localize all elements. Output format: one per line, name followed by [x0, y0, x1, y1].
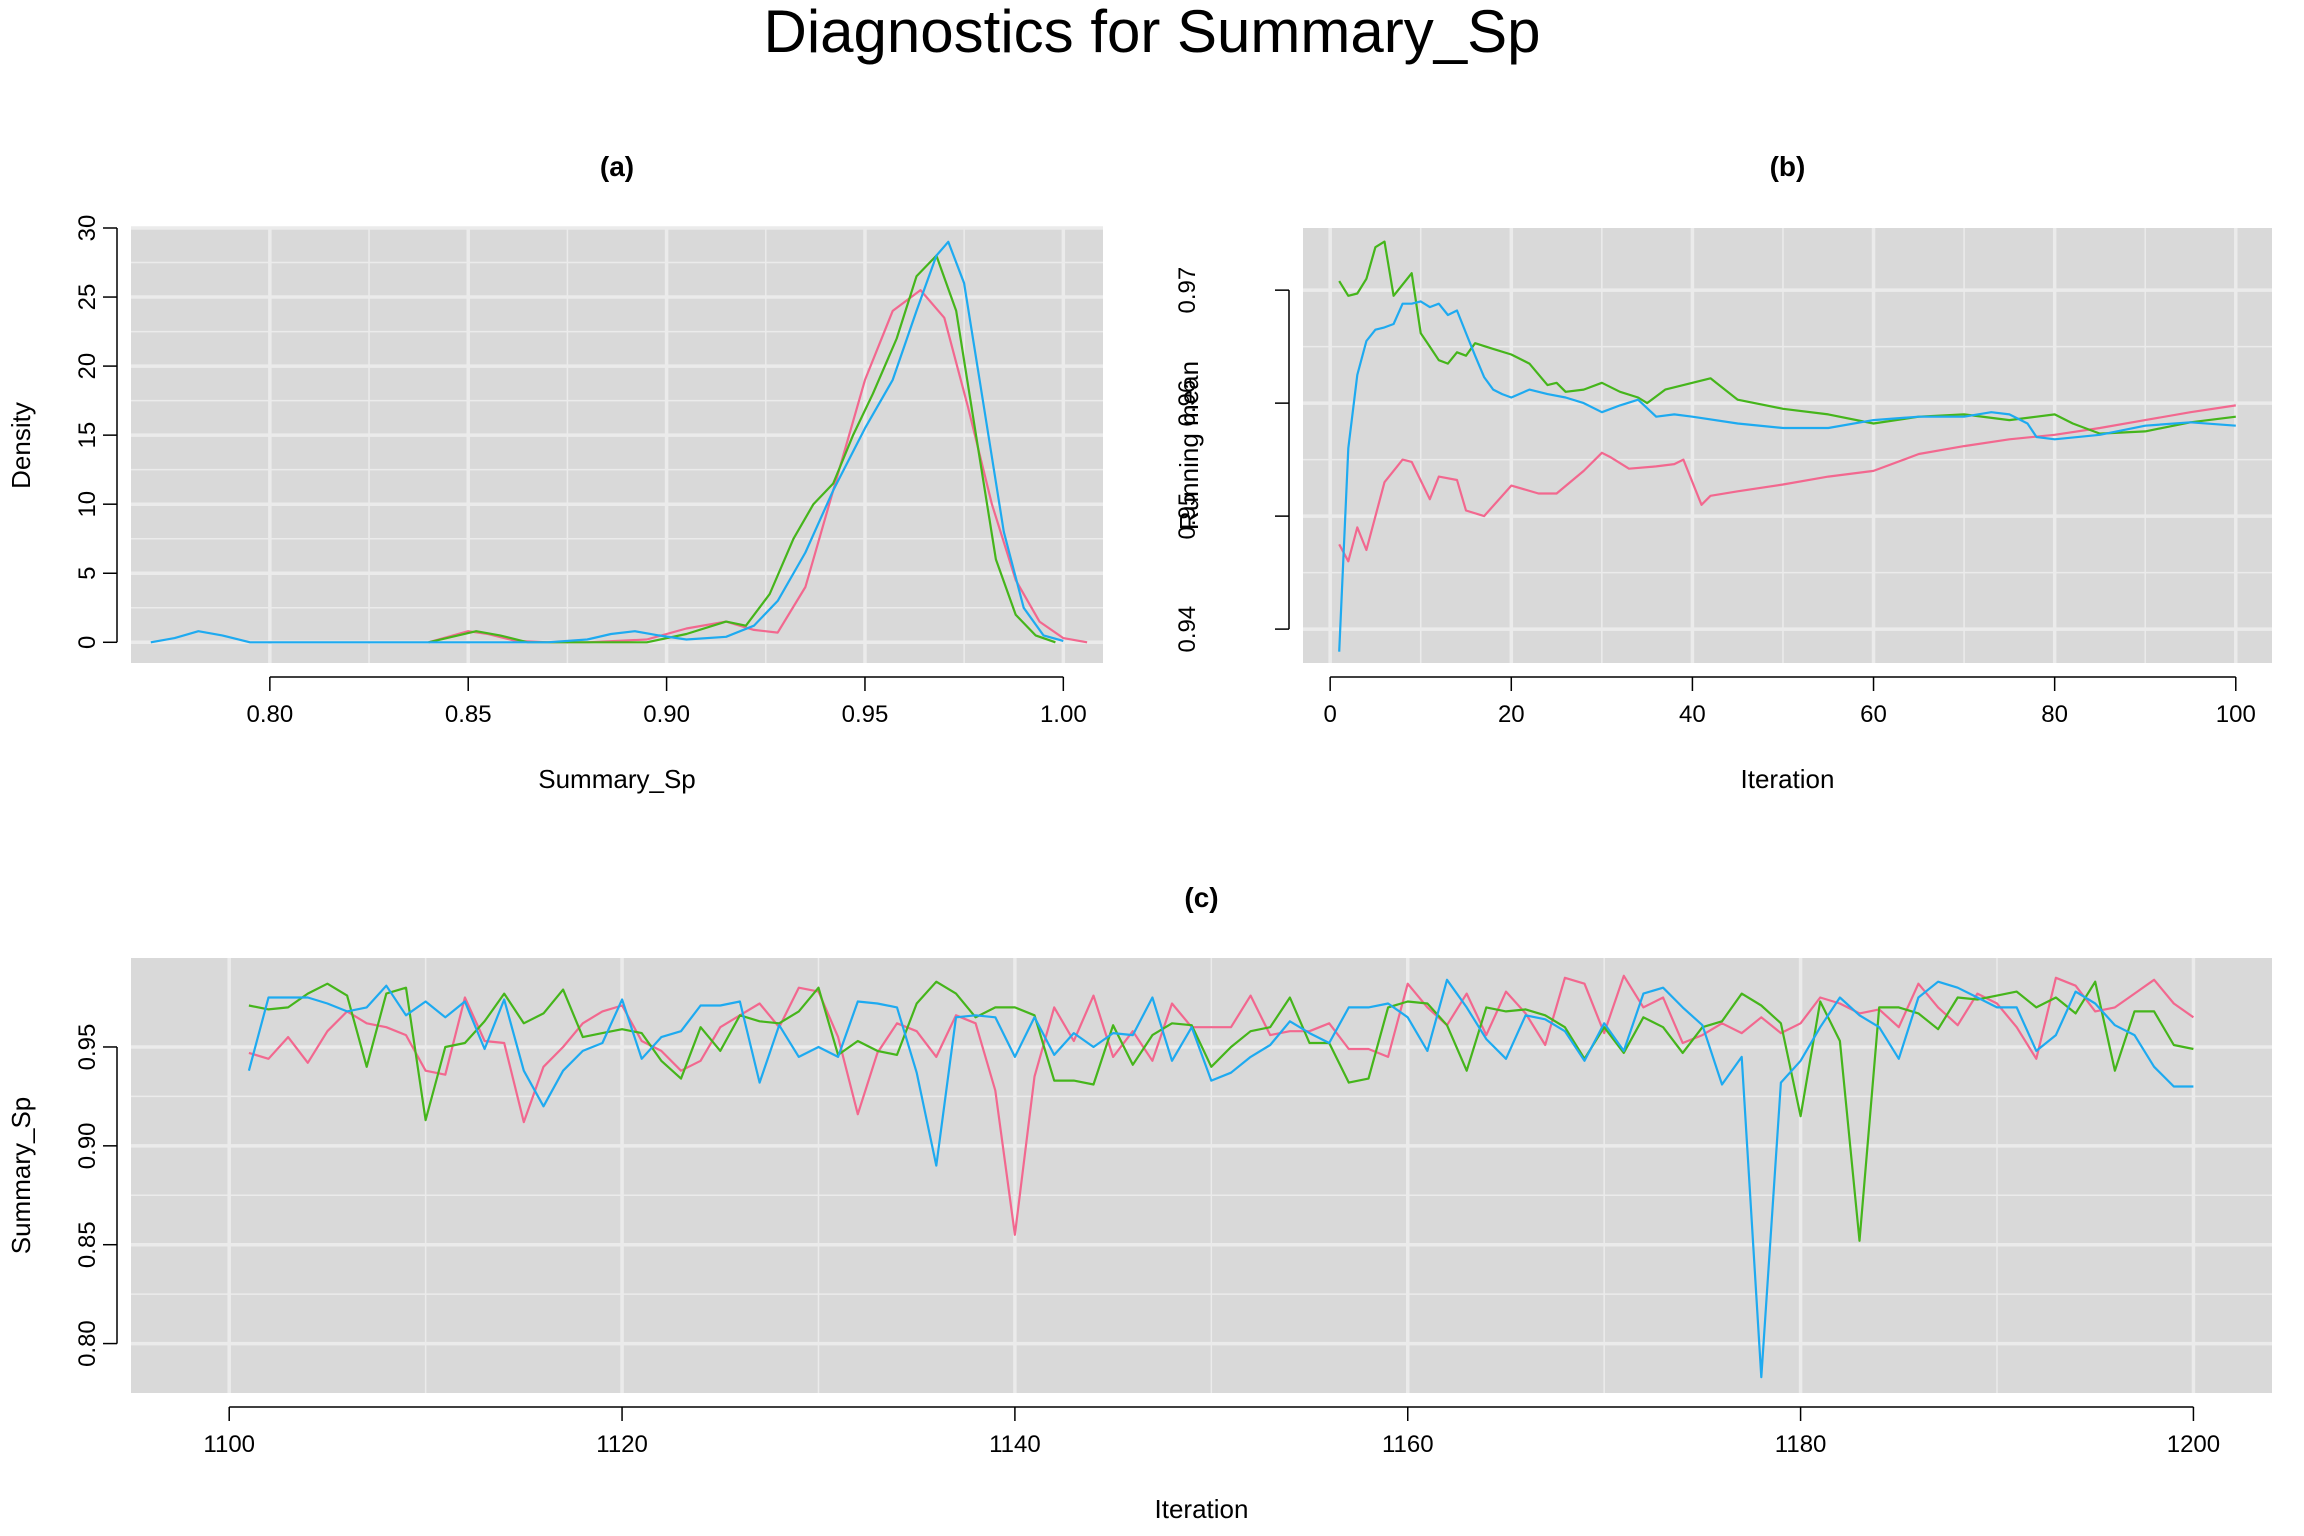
- figure-title: Diagnostics for Summary_Sp: [764, 0, 1541, 65]
- x-tick-label: 0.90: [643, 701, 690, 728]
- x-tick-label: 1120: [596, 1431, 648, 1458]
- x-tick-label: 100: [2216, 701, 2256, 728]
- y-tick-label: 25: [74, 284, 101, 311]
- x-tick-label: 40: [1679, 701, 1706, 728]
- series-line-1: [248, 974, 2195, 1236]
- y-axis-label: Density: [6, 402, 36, 489]
- y-tick-label: 0.94: [1174, 606, 1201, 653]
- x-tick-label: 1.00: [1040, 701, 1087, 728]
- series-line-3: [150, 240, 1064, 644]
- x-tick-label: 60: [1860, 701, 1887, 728]
- y-axis-label: Summary_Sp: [6, 1097, 36, 1255]
- x-tick-label: 1160: [1382, 1431, 1434, 1458]
- x-axis-label: Iteration: [1155, 1494, 1249, 1524]
- y-tick-label: 0.96: [1174, 380, 1201, 427]
- plot-background: [131, 958, 2272, 1393]
- y-tick-label: 0.97: [1174, 267, 1201, 314]
- series-line-3: [1338, 300, 2236, 652]
- y-tick-label: 15: [74, 422, 101, 449]
- x-tick-label: 20: [1498, 701, 1525, 728]
- y-tick-label: 0.85: [74, 1221, 101, 1268]
- panel-title: (a): [600, 151, 634, 182]
- y-tick-label: 0.90: [74, 1122, 101, 1169]
- x-tick-label: 0.80: [246, 701, 293, 728]
- x-tick-label: 0.85: [445, 701, 492, 728]
- y-tick-label: 30: [74, 215, 101, 242]
- y-tick-label: 0: [74, 636, 101, 649]
- panel-title: (b): [1770, 151, 1806, 182]
- x-tick-label: 1200: [2167, 1431, 2220, 1458]
- series-line-2: [248, 980, 2194, 1242]
- chart-panel-b: 0 20 40 60 80 100 0.94 0.95 0.96 0.97 (b) Iteration…: [1174, 151, 2272, 794]
- y-tick-label: 5: [74, 567, 101, 580]
- series-line-2: [428, 254, 1056, 644]
- chart-panel-c: 1100 1120 1140 1160 1180 1200 0.80 0.85 0.90 0.95…: [6, 882, 2272, 1524]
- panel-title: (c): [1184, 882, 1218, 913]
- x-tick-label: 1100: [203, 1431, 255, 1458]
- y-tick-label: 10: [74, 491, 101, 518]
- plot-background: [1303, 228, 2272, 663]
- y-tick-label: 0.95: [1174, 493, 1201, 540]
- chart-panel-a: 0.80 0.85 0.90 0.95 1.00 0 5 10 15 20 25 30 (a) Summa…: [6, 151, 1103, 794]
- y-tick-label: 0.80: [74, 1320, 101, 1367]
- x-tick-label: 0: [1323, 701, 1336, 728]
- x-axis-label: Iteration: [1741, 764, 1835, 794]
- y-axis-label: Running mean: [1174, 361, 1204, 530]
- x-axis-label: Summary_Sp: [538, 764, 696, 794]
- x-tick-label: 80: [2041, 701, 2068, 728]
- series-line-3: [247, 978, 2194, 1379]
- series-line-1: [1338, 404, 2236, 563]
- x-tick-label: 0.95: [842, 701, 889, 728]
- y-tick-label: 20: [74, 353, 101, 380]
- plot-background: [131, 228, 1103, 663]
- x-tick-label: 1180: [1775, 1431, 1827, 1458]
- y-tick-label: 0.95: [74, 1024, 101, 1071]
- series-line-2: [1338, 240, 2236, 435]
- x-tick-label: 1140: [989, 1431, 1041, 1458]
